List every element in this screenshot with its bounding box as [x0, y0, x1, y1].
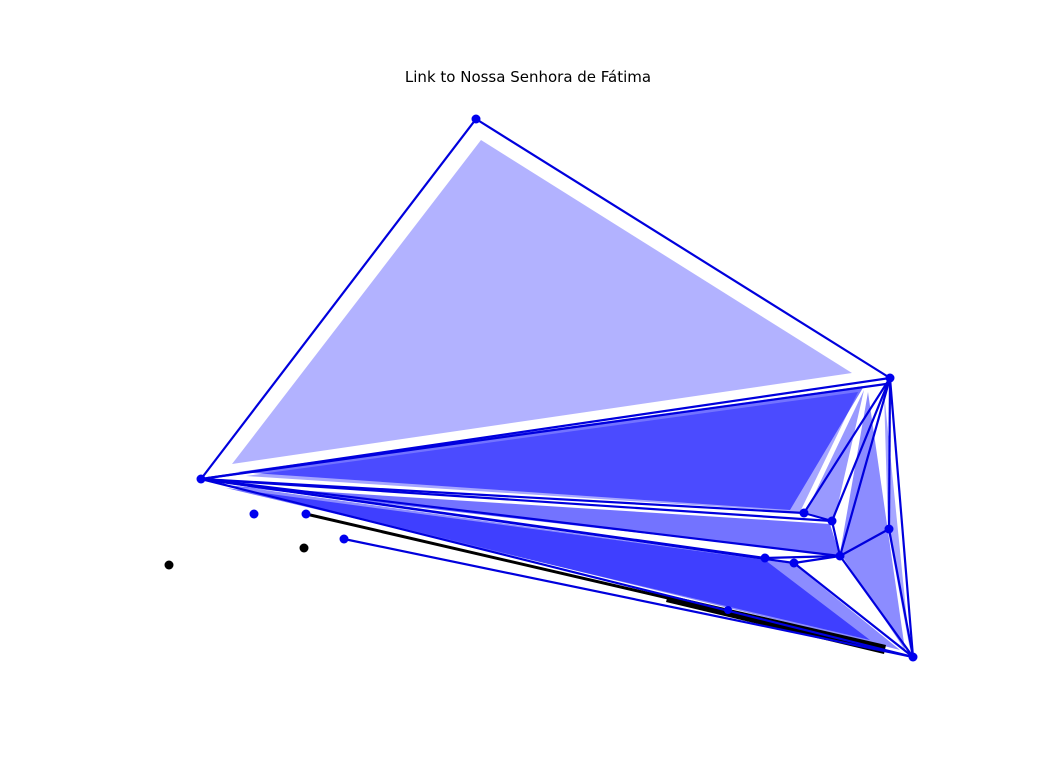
edge	[803, 511, 833, 523]
fill-regions	[222, 140, 910, 650]
edge	[830, 520, 842, 557]
node	[835, 551, 845, 561]
edge	[839, 555, 914, 658]
edge	[887, 377, 892, 530]
node	[789, 558, 799, 568]
black-node	[164, 560, 174, 570]
black-nodes	[164, 543, 309, 570]
edge	[793, 562, 914, 658]
edge	[887, 528, 915, 658]
node-isolated	[339, 534, 349, 544]
node-left	[196, 474, 206, 484]
node-right-lower	[908, 652, 918, 662]
node-top	[471, 114, 481, 124]
edge	[803, 377, 891, 514]
edge	[839, 528, 890, 557]
black-node	[299, 543, 309, 553]
fill-triangle-inner	[246, 392, 858, 512]
diagram-title: Link to Nossa Senhora de Fátima	[404, 68, 652, 86]
node	[827, 516, 837, 526]
blue-edges	[200, 118, 915, 659]
edge	[200, 477, 914, 659]
edge	[200, 477, 833, 523]
edge	[207, 382, 887, 480]
node	[884, 524, 894, 534]
edge	[200, 118, 477, 480]
edge	[343, 537, 914, 659]
black-edge-thin	[305, 512, 669, 600]
edge	[475, 118, 891, 379]
fill-triangle-top	[232, 140, 852, 464]
node-isolated	[301, 509, 311, 519]
edge	[888, 377, 915, 658]
edge	[838, 377, 892, 557]
edge	[200, 477, 841, 558]
node-right-upper	[885, 373, 895, 383]
edge	[764, 554, 841, 560]
blue-nodes	[196, 114, 918, 662]
node-isolated	[249, 509, 259, 519]
node	[760, 553, 770, 563]
node	[799, 508, 809, 518]
edge	[200, 477, 795, 565]
edge	[830, 377, 892, 522]
fill-triangle-upper-band	[238, 386, 864, 510]
fill-triangle-right-1	[840, 392, 905, 650]
node	[724, 606, 732, 614]
edge	[793, 554, 841, 565]
